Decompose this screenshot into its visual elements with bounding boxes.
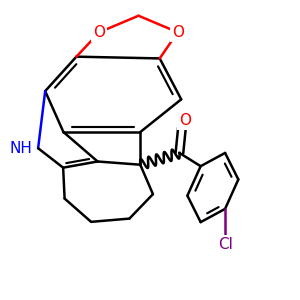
Text: O: O: [179, 113, 191, 128]
Text: O: O: [172, 25, 184, 40]
Text: Cl: Cl: [218, 237, 232, 252]
Text: O: O: [93, 25, 105, 40]
Text: NH: NH: [9, 141, 32, 156]
